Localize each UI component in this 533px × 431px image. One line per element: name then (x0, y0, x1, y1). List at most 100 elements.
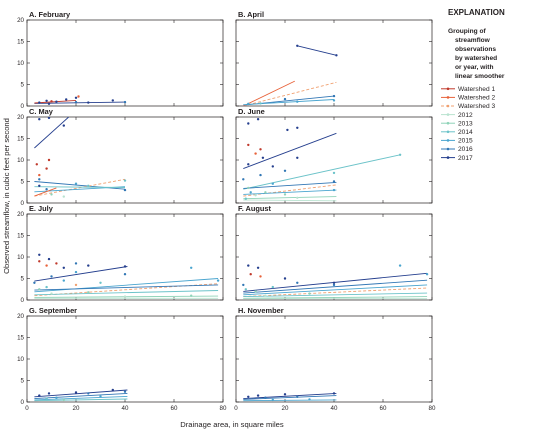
legend: EXPLANATION Grouping of streamflow obser… (441, 8, 505, 162)
legend-item-label: 2014 (458, 129, 473, 136)
x-tick-label: 60 (380, 405, 387, 412)
panel-frame (235, 315, 433, 403)
smoother-line-2017 (243, 392, 337, 400)
legend-item: 2016 (441, 146, 473, 153)
data-point (332, 180, 336, 183)
data-point (249, 191, 252, 194)
legend-item: 2012 (441, 112, 473, 119)
y-tick-label: 20 (17, 114, 24, 121)
smoother-line-2016 (243, 181, 337, 189)
smoother-line-2016 (34, 392, 128, 400)
x-axis-label: Drainage area, in square miles (180, 420, 284, 429)
data-point (111, 388, 115, 392)
y-tick-label: 10 (17, 254, 24, 261)
data-point (296, 100, 299, 103)
data-point (123, 295, 127, 298)
legend-item: 2014 (441, 129, 473, 136)
legend-subtitle-1: Grouping of (448, 28, 487, 35)
y-tick-label: 15 (17, 233, 24, 240)
legend-item: Watershed 2 (441, 95, 495, 102)
legend-item: Watershed 3 (441, 103, 495, 110)
panel-title: F. August (238, 204, 272, 213)
y-tick-label: 15 (17, 136, 24, 143)
data-point (296, 196, 299, 199)
panel-title: B. April (238, 10, 264, 19)
panel-title: G. September (29, 306, 77, 315)
y-tick-label: 20 (17, 211, 24, 218)
x-tick-label: 80 (220, 405, 227, 412)
y-tick-label: 0 (21, 200, 25, 207)
data-point (38, 184, 41, 187)
data-point (50, 100, 53, 103)
data-point (74, 283, 78, 287)
data-point (74, 262, 78, 265)
legend-item-label: 2015 (458, 138, 473, 145)
panel-2: B. April (235, 10, 433, 107)
data-point (332, 94, 336, 98)
data-point (38, 178, 41, 181)
data-point (308, 398, 311, 401)
data-point (332, 281, 336, 284)
smoother-line-watershed-3 (243, 184, 337, 197)
legend-item-label: 2016 (458, 146, 473, 153)
smoother-line-watershed-3 (243, 287, 428, 298)
data-point (190, 266, 193, 269)
data-point (123, 390, 127, 393)
smoother-line-watershed-1 (34, 99, 77, 104)
smoother-line-watershed-2 (34, 187, 57, 197)
panel-1: A. February 0 5 10 15 20 (17, 10, 224, 110)
data-point (247, 264, 250, 267)
data-point (87, 392, 90, 395)
y-tick-label: 10 (17, 356, 24, 363)
data-point (247, 163, 250, 166)
smoother-line-2017 (34, 117, 70, 149)
panel-frame (235, 19, 433, 107)
smoother-line-2014 (243, 292, 428, 298)
data-point (247, 143, 250, 147)
y-tick-label: 15 (17, 39, 24, 46)
data-point (47, 158, 51, 162)
smoother-line-2014 (34, 398, 128, 402)
legend-item-label: Watershed 2 (458, 95, 495, 102)
legend-swatch-marker (446, 96, 450, 99)
plot-area (34, 388, 128, 402)
data-point (74, 391, 78, 394)
data-point (62, 124, 65, 127)
smoother-line-2017 (297, 45, 337, 56)
panel-title: C. May (29, 107, 54, 116)
data-point (62, 195, 65, 198)
legend-swatch-marker (446, 130, 450, 134)
legend-item: Watershed 1 (441, 86, 495, 93)
data-point (425, 273, 429, 276)
data-point (74, 182, 78, 185)
data-point (65, 98, 68, 101)
data-point (256, 118, 260, 121)
data-point (247, 102, 250, 106)
data-point (264, 396, 267, 399)
legend-item: 2015 (441, 138, 473, 145)
y-tick-label: 20 (17, 313, 24, 320)
data-point (47, 102, 51, 106)
y-tick-label: 10 (17, 157, 24, 164)
legend-subtitle-2: streamflow (455, 37, 491, 44)
data-point (335, 54, 338, 57)
data-point (256, 266, 260, 269)
x-tick-label: 20 (73, 405, 80, 412)
data-point (296, 395, 299, 398)
x-tick-label: 0 (25, 405, 29, 412)
data-point (38, 253, 41, 256)
data-point (254, 290, 257, 293)
data-point (398, 153, 402, 156)
data-point (247, 395, 250, 398)
data-point (74, 270, 78, 274)
legend-item-label: Watershed 3 (458, 103, 495, 110)
legend-subtitle-5: or year, with (455, 64, 493, 71)
smoother-line-2012 (243, 199, 337, 202)
data-point (123, 265, 127, 268)
panel-6: F. August (235, 204, 433, 301)
y-tick-label: 0 (21, 103, 25, 110)
y-tick-label: 0 (21, 399, 25, 406)
plot-area (34, 95, 127, 106)
smoother-line-2016 (34, 284, 219, 291)
